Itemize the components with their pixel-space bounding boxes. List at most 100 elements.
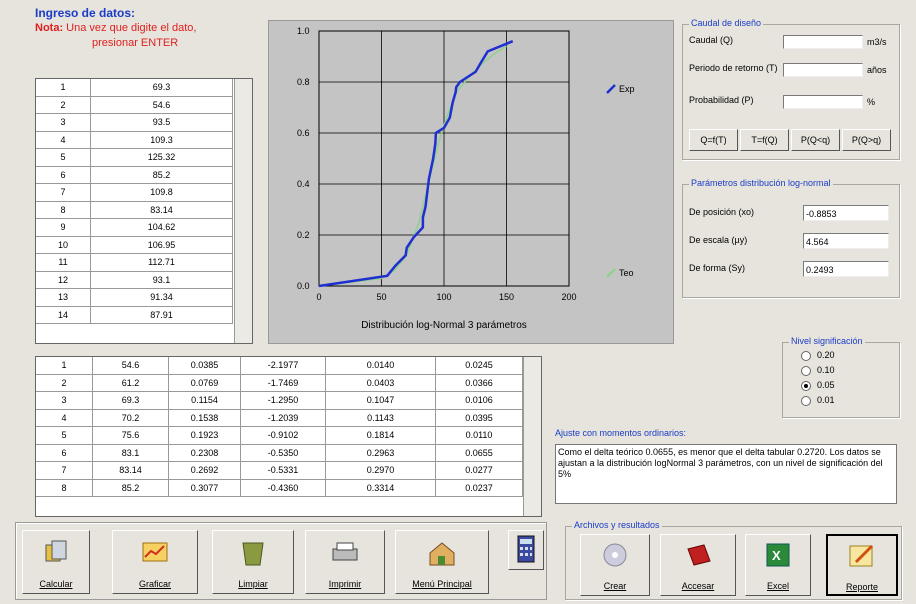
table-cell: -1.2039 <box>241 409 326 427</box>
note-text: presionar ENTER <box>92 37 179 49</box>
button[interactable]: Q=f(T) <box>689 129 738 151</box>
radio-label: 0.20 <box>817 350 835 360</box>
table-cell: 109.3 <box>91 131 233 149</box>
button[interactable]: P(Q>q) <box>842 129 891 151</box>
button-label: Imprimir <box>328 579 362 589</box>
calculator-button[interactable] <box>508 530 544 570</box>
svg-text:X: X <box>772 548 781 563</box>
table-cell: 83.14 <box>93 462 169 480</box>
table-cell: 7 <box>36 462 93 480</box>
title: Ingreso de datos: <box>35 6 136 20</box>
toolbar-button[interactable]: Limpiar <box>212 530 294 594</box>
button-label: Reporte <box>845 582 879 592</box>
button[interactable]: T=f(Q) <box>740 129 789 151</box>
table-cell: 0.0385 <box>169 357 241 375</box>
scrollbar[interactable] <box>234 79 252 343</box>
table-cell: 0.2970 <box>326 462 436 480</box>
field-label: De escala (µy) <box>689 235 748 245</box>
table-cell: 4 <box>36 131 91 149</box>
radio-label: 0.01 <box>817 395 835 405</box>
scrollbar[interactable] <box>523 357 541 516</box>
text-input[interactable] <box>783 95 863 109</box>
ajuste-title: Ajuste con momentos ordinarios: <box>555 428 687 438</box>
file-button[interactable]: Crear <box>580 534 650 596</box>
button-label: Excel <box>766 581 789 591</box>
toolbar-button[interactable]: Menú Principal <box>395 530 489 594</box>
radio-button[interactable] <box>801 381 811 391</box>
x-tick-label: 100 <box>436 292 451 302</box>
table-cell: 6 <box>36 444 93 462</box>
button-icon <box>849 544 874 567</box>
button-label: Calcular <box>39 579 73 589</box>
table-cell: 0.2963 <box>326 444 436 462</box>
table-cell: 93.5 <box>91 114 233 132</box>
x-axis-label: Distribución log-Normal 3 parámetros <box>361 320 527 331</box>
value-field: 0.2493 <box>803 261 889 277</box>
file-button[interactable]: Reporte <box>826 534 898 596</box>
text-input[interactable] <box>783 63 863 77</box>
table-cell: 13 <box>36 289 91 307</box>
table-cell: 104.62 <box>91 219 233 237</box>
toolbar-button[interactable]: Imprimir <box>305 530 385 594</box>
table-cell: 5 <box>36 149 91 167</box>
toolbar-button[interactable]: Calcular <box>22 530 90 594</box>
unit-label: años <box>867 65 887 75</box>
table-cell: 8 <box>36 201 91 219</box>
results-table[interactable]: mXP(X)ZF(Z)Delta154.60.0385-2.19770.0140… <box>35 356 542 517</box>
value-field: 4.564 <box>803 233 889 249</box>
nivel-group: Nivel significación 0.20 0.10 0.05 0.01 <box>782 336 900 418</box>
legend-label: Teo <box>619 268 634 278</box>
table-cell: 125.32 <box>91 149 233 167</box>
field-label: De forma (Sy) <box>689 263 746 273</box>
archivos-group: Archivos y resultados <box>565 520 902 600</box>
table-cell: 0.0237 <box>436 479 523 497</box>
x-tick-label: 0 <box>316 292 321 302</box>
caudal-group: Caudal de diseño Caudal (Q) m3/s Periodo de… <box>682 18 900 160</box>
toolbar-button[interactable]: Graficar <box>112 530 198 594</box>
field-label: Caudal (Q) <box>689 35 734 45</box>
file-button[interactable]: X Excel <box>745 534 811 596</box>
input-table[interactable]: N°X169.3254.6393.54109.35125.32685.27109… <box>35 78 253 344</box>
legend-swatch <box>606 84 616 94</box>
table-cell: 69.3 <box>93 392 169 410</box>
table-cell: 11 <box>36 254 91 272</box>
table-cell: 8 <box>36 479 93 497</box>
button-icon <box>429 542 455 566</box>
table-cell: 85.2 <box>93 479 169 497</box>
table-cell: 4 <box>36 409 93 427</box>
table-cell: 70.2 <box>93 409 169 427</box>
button-icon: X <box>766 543 790 567</box>
value-field: -0.8853 <box>803 205 889 221</box>
table-cell: 2 <box>36 374 93 392</box>
button-label: Menú Principal <box>412 579 472 589</box>
button-icon <box>242 542 264 566</box>
field-label: Periodo de retorno (T) <box>689 63 778 73</box>
table-cell: 0.0395 <box>436 409 523 427</box>
radio-button[interactable] <box>801 396 811 406</box>
radio-button[interactable] <box>801 351 811 361</box>
table-cell: -2.1977 <box>241 357 326 375</box>
file-button[interactable]: Accesar <box>660 534 736 596</box>
button[interactable]: P(Q<q) <box>791 129 840 151</box>
table-cell: 0.2692 <box>169 462 241 480</box>
table-cell: 14 <box>36 306 91 324</box>
table-cell: 1 <box>36 357 93 375</box>
table-cell: 9 <box>36 219 91 237</box>
table-cell: 0.2308 <box>169 444 241 462</box>
chart-panel: 0.0 0.2 0.4 0.6 0.8 1.0 0 50 100 150 200 Distribuci… <box>268 20 674 344</box>
y-tick-label: 0.6 <box>297 128 310 138</box>
text-input[interactable] <box>783 35 863 49</box>
y-tick-label: 0.0 <box>297 281 310 291</box>
table-cell: 10 <box>36 236 91 254</box>
x-tick-label: 50 <box>376 292 386 302</box>
table-cell: 0.0277 <box>436 462 523 480</box>
table-cell: 0.1538 <box>169 409 241 427</box>
button-icon <box>142 542 168 562</box>
table-cell: 0.1143 <box>326 409 436 427</box>
ajuste-text: Como el delta teórico 0.0655, es menor q… <box>555 444 897 504</box>
button-icon <box>332 542 358 561</box>
table-cell: 0.1154 <box>169 392 241 410</box>
table-cell: 106.95 <box>91 236 233 254</box>
radio-button[interactable] <box>801 366 811 376</box>
table-cell: -0.5331 <box>241 462 326 480</box>
